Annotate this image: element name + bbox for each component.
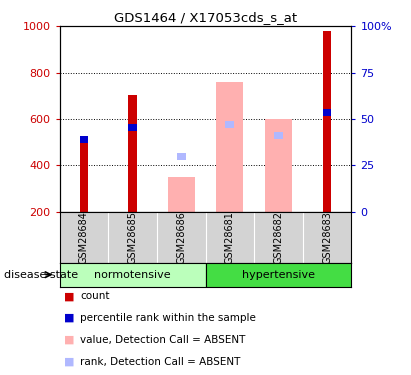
Bar	[323, 109, 331, 115]
Bar	[80, 138, 88, 212]
Text: ■: ■	[64, 313, 74, 323]
Bar	[265, 119, 292, 212]
Text: normotensive: normotensive	[94, 270, 171, 280]
Text: GSM28681: GSM28681	[225, 211, 235, 264]
Text: GSM28682: GSM28682	[273, 211, 284, 264]
Bar	[128, 124, 137, 130]
Bar	[177, 153, 185, 160]
Text: count: count	[80, 291, 110, 301]
Bar	[226, 122, 234, 128]
Bar	[128, 95, 137, 212]
Text: ■: ■	[64, 357, 74, 366]
Bar	[60, 262, 206, 287]
Bar	[206, 262, 351, 287]
Bar	[217, 82, 243, 212]
Text: rank, Detection Call = ABSENT: rank, Detection Call = ABSENT	[80, 357, 240, 366]
Text: value, Detection Call = ABSENT: value, Detection Call = ABSENT	[80, 335, 245, 345]
Text: disease state: disease state	[4, 270, 78, 280]
Text: ■: ■	[64, 335, 74, 345]
Text: hypertensive: hypertensive	[242, 270, 315, 280]
Bar	[274, 132, 283, 139]
Text: ■: ■	[64, 291, 74, 301]
Title: GDS1464 / X17053cds_s_at: GDS1464 / X17053cds_s_at	[114, 11, 297, 24]
Text: GSM28686: GSM28686	[176, 211, 186, 264]
Text: GSM28683: GSM28683	[322, 211, 332, 264]
Text: GSM28684: GSM28684	[79, 211, 89, 264]
Text: percentile rank within the sample: percentile rank within the sample	[80, 313, 256, 323]
Bar	[80, 136, 88, 143]
Text: GSM28685: GSM28685	[127, 211, 138, 264]
Bar	[168, 177, 194, 212]
Bar	[323, 31, 331, 212]
